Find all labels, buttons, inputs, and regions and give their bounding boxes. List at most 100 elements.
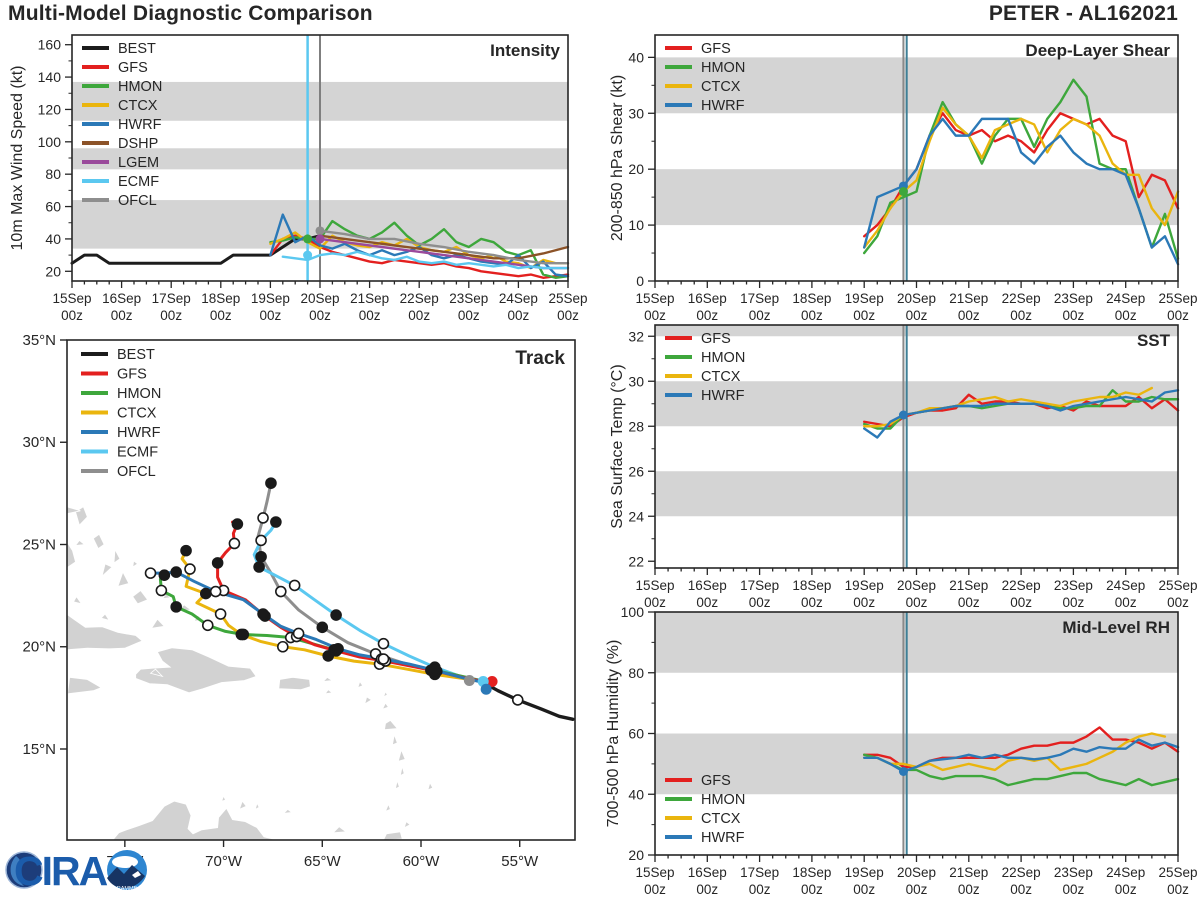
track-legend-label-best: BEST xyxy=(117,347,155,363)
map-landmass xyxy=(397,748,406,762)
map-landmass xyxy=(113,548,121,564)
sst-legend-label-gfs: GFS xyxy=(701,331,731,347)
svg-text:00z: 00z xyxy=(801,882,823,897)
svg-text:00z: 00z xyxy=(1115,308,1137,323)
svg-text:20Sep: 20Sep xyxy=(300,291,339,306)
track-line-ctcx xyxy=(180,549,490,684)
plot-border xyxy=(71,34,569,282)
track-marker-open xyxy=(377,653,390,665)
intensity-init-dot xyxy=(303,234,313,244)
shear-ylabel: 200-850 hPa Shear (kt) xyxy=(609,75,626,241)
map-landmass xyxy=(220,794,227,802)
svg-text:10: 10 xyxy=(628,217,644,233)
track-marker-open xyxy=(228,537,241,550)
sst-category-band xyxy=(655,471,1178,517)
svg-text:00z: 00z xyxy=(801,308,823,323)
svg-text:22Sep: 22Sep xyxy=(1002,578,1041,593)
track-marker-open xyxy=(377,637,390,650)
svg-text:00z: 00z xyxy=(260,308,282,323)
svg-text:28: 28 xyxy=(628,418,644,434)
svg-text:0: 0 xyxy=(636,273,644,289)
map-landmass xyxy=(254,802,260,811)
cira-logo: CIRA RAMMB xyxy=(5,848,147,894)
track-legend-label-gfs: GFS xyxy=(117,367,147,383)
track-legend-label-hwrf: HWRF xyxy=(117,425,161,441)
svg-text:60: 60 xyxy=(628,726,644,742)
svg-text:00z: 00z xyxy=(61,308,83,323)
map-landmass xyxy=(66,613,143,651)
track-legend-label-hmon: HMON xyxy=(117,386,161,402)
svg-text:18Sep: 18Sep xyxy=(201,291,240,306)
svg-text:00z: 00z xyxy=(906,308,928,323)
track-marker-filled xyxy=(332,642,344,655)
map-landmass xyxy=(66,540,76,569)
track-marker-filled xyxy=(257,608,269,620)
map-landmass xyxy=(149,668,164,678)
map-landmass xyxy=(74,539,86,547)
sst-panel: 22 24 26 28 30 32 15Sep 00z 16Sep 00z 17Sep 00z 18Se… xyxy=(609,324,1198,610)
svg-text:20Sep: 20Sep xyxy=(897,865,936,880)
map-landmass xyxy=(150,618,166,629)
svg-text:30°N: 30°N xyxy=(22,434,56,451)
track-legend-label-ofcl: OFCL xyxy=(117,464,156,480)
track-marker-filled xyxy=(180,544,192,557)
track-line-best xyxy=(481,680,575,721)
svg-text:32: 32 xyxy=(628,328,644,344)
svg-text:00z: 00z xyxy=(958,308,980,323)
intensity-legend-label-best: BEST xyxy=(118,41,156,57)
svg-text:120: 120 xyxy=(38,101,62,117)
shear-init-dot xyxy=(898,187,908,197)
svg-text:22Sep: 22Sep xyxy=(1002,865,1041,880)
svg-text:00z: 00z xyxy=(1063,308,1085,323)
svg-text:15Sep: 15Sep xyxy=(635,865,674,880)
svg-text:21Sep: 21Sep xyxy=(949,865,988,880)
shear-legend-label-ctcx: CTCX xyxy=(701,79,741,95)
svg-text:17Sep: 17Sep xyxy=(740,578,779,593)
intensity-legend-label-ctcx: CTCX xyxy=(118,98,158,114)
cira-text: CIRA xyxy=(14,848,108,894)
svg-text:00z: 00z xyxy=(644,882,666,897)
plot-border xyxy=(654,611,1179,856)
svg-text:60: 60 xyxy=(45,199,61,215)
track-marker-filled xyxy=(253,561,265,573)
intensity-series-hwrf xyxy=(269,213,570,278)
svg-text:00z: 00z xyxy=(309,308,331,323)
sst-category-band xyxy=(655,325,1178,337)
track-legend-label-ecmf: ECMF xyxy=(117,445,158,461)
svg-text:22Sep: 22Sep xyxy=(400,291,439,306)
rh-legend-label-ctcx: CTCX xyxy=(701,811,741,827)
svg-text:00z: 00z xyxy=(644,595,666,610)
intensity-init-dot xyxy=(303,250,313,260)
track-marker-open xyxy=(184,563,196,575)
badge-cloud xyxy=(112,856,138,868)
svg-text:80: 80 xyxy=(628,665,644,681)
map-landmass xyxy=(324,689,334,695)
rh-legend-label-hwrf: HWRF xyxy=(701,830,745,846)
svg-text:20Sep: 20Sep xyxy=(897,578,936,593)
map-landmass xyxy=(132,589,149,605)
svg-text:22: 22 xyxy=(628,553,644,569)
map-landmass xyxy=(403,820,411,829)
track-start-dot-ofcl xyxy=(463,674,475,686)
track-marker-filled xyxy=(199,587,212,600)
track-marker-filled xyxy=(211,557,224,569)
svg-text:00z: 00z xyxy=(1115,595,1137,610)
svg-text:22Sep: 22Sep xyxy=(1002,291,1041,306)
rh-panel-title: Mid-Level RH xyxy=(1062,618,1170,637)
page-title: Multi-Model Diagnostic Comparison xyxy=(8,2,373,25)
svg-text:25Sep: 25Sep xyxy=(548,291,587,306)
track-marker-open xyxy=(288,579,301,592)
track-marker-filled xyxy=(255,550,267,563)
svg-text:23Sep: 23Sep xyxy=(449,291,488,306)
intensity-legend-label-dshp: DSHP xyxy=(118,136,158,152)
svg-text:00z: 00z xyxy=(696,308,718,323)
svg-text:00z: 00z xyxy=(160,308,182,323)
svg-text:00z: 00z xyxy=(958,595,980,610)
track-legend-label-ctcx: CTCX xyxy=(117,406,157,422)
svg-text:19Sep: 19Sep xyxy=(845,291,884,306)
intensity-series-ofcl xyxy=(318,229,570,265)
rammb-text: RAMMB xyxy=(117,886,138,892)
rh-series-hmon xyxy=(863,753,1180,787)
intensity-init-dot xyxy=(315,226,325,236)
svg-text:19Sep: 19Sep xyxy=(251,291,290,306)
